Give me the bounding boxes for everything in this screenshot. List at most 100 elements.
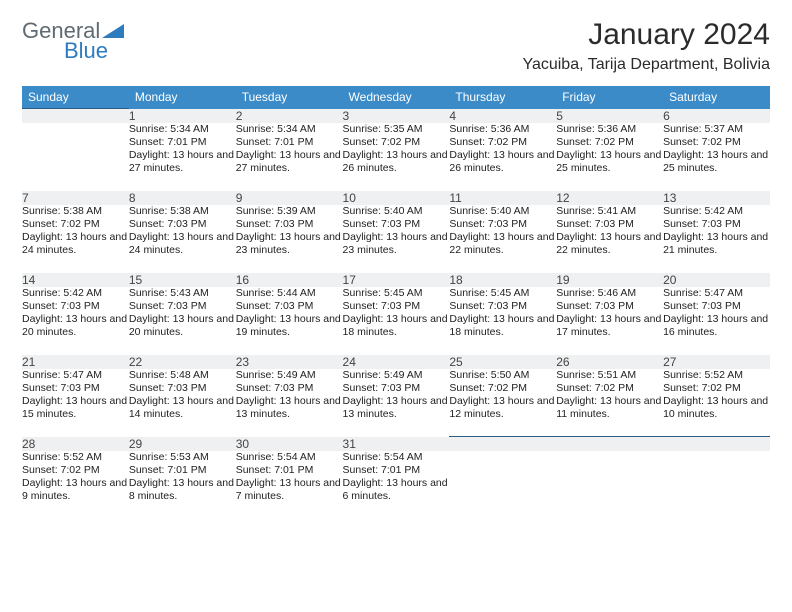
day-cell: Sunrise: 5:54 AMSunset: 7:01 PMDaylight:…: [343, 451, 450, 519]
day-number: [663, 437, 770, 451]
day-cell: [449, 451, 556, 519]
daylight-text: Daylight: 13 hours and 24 minutes.: [22, 231, 129, 257]
month-title: January 2024: [522, 18, 770, 52]
day-number: 22: [129, 355, 236, 369]
sunset-text: Sunset: 7:02 PM: [343, 136, 450, 149]
sunset-text: Sunset: 7:02 PM: [663, 382, 770, 395]
sunrise-text: Sunrise: 5:49 AM: [236, 369, 343, 382]
sunset-text: Sunset: 7:03 PM: [556, 218, 663, 231]
sunrise-text: Sunrise: 5:51 AM: [556, 369, 663, 382]
sunset-text: Sunset: 7:03 PM: [449, 300, 556, 313]
day-cell: Sunrise: 5:45 AMSunset: 7:03 PMDaylight:…: [449, 287, 556, 355]
day-cell: Sunrise: 5:45 AMSunset: 7:03 PMDaylight:…: [343, 287, 450, 355]
sunrise-text: Sunrise: 5:35 AM: [343, 123, 450, 136]
day-body-row: Sunrise: 5:52 AMSunset: 7:02 PMDaylight:…: [22, 451, 770, 519]
daylight-text: Daylight: 13 hours and 10 minutes.: [663, 395, 770, 421]
sunset-text: Sunset: 7:03 PM: [343, 300, 450, 313]
sunset-text: Sunset: 7:03 PM: [22, 300, 129, 313]
sunset-text: Sunset: 7:01 PM: [343, 464, 450, 477]
page-header: General Blue January 2024 Yacuiba, Tarij…: [22, 18, 770, 74]
sunrise-text: Sunrise: 5:49 AM: [343, 369, 450, 382]
day-cell: Sunrise: 5:54 AMSunset: 7:01 PMDaylight:…: [236, 451, 343, 519]
weekday-header: Saturday: [663, 86, 770, 109]
daylight-text: Daylight: 13 hours and 17 minutes.: [556, 313, 663, 339]
day-number: 21: [22, 355, 129, 369]
sunrise-text: Sunrise: 5:41 AM: [556, 205, 663, 218]
sunrise-text: Sunrise: 5:40 AM: [449, 205, 556, 218]
day-cell: Sunrise: 5:34 AMSunset: 7:01 PMDaylight:…: [236, 123, 343, 191]
sunrise-text: Sunrise: 5:39 AM: [236, 205, 343, 218]
sunset-text: Sunset: 7:01 PM: [236, 464, 343, 477]
sunset-text: Sunset: 7:03 PM: [129, 300, 236, 313]
day-cell: Sunrise: 5:47 AMSunset: 7:03 PMDaylight:…: [22, 369, 129, 437]
day-cell: Sunrise: 5:40 AMSunset: 7:03 PMDaylight:…: [449, 205, 556, 273]
sunrise-text: Sunrise: 5:50 AM: [449, 369, 556, 382]
sunrise-text: Sunrise: 5:47 AM: [663, 287, 770, 300]
day-number: 17: [343, 273, 450, 287]
day-number: 3: [343, 109, 450, 123]
sunset-text: Sunset: 7:03 PM: [663, 300, 770, 313]
daylight-text: Daylight: 13 hours and 19 minutes.: [236, 313, 343, 339]
daylight-text: Daylight: 13 hours and 6 minutes.: [343, 477, 450, 503]
weekday-header-row: Sunday Monday Tuesday Wednesday Thursday…: [22, 86, 770, 109]
day-number: 20: [663, 273, 770, 287]
day-number: 26: [556, 355, 663, 369]
sunset-text: Sunset: 7:03 PM: [236, 218, 343, 231]
day-number: 25: [449, 355, 556, 369]
day-number: 23: [236, 355, 343, 369]
day-number: 10: [343, 191, 450, 205]
day-cell: [556, 451, 663, 519]
daylight-text: Daylight: 13 hours and 25 minutes.: [663, 149, 770, 175]
brand-logo: General Blue: [22, 18, 125, 64]
sunrise-text: Sunrise: 5:37 AM: [663, 123, 770, 136]
sunrise-text: Sunrise: 5:40 AM: [343, 205, 450, 218]
day-number: 15: [129, 273, 236, 287]
day-number: 13: [663, 191, 770, 205]
title-block: January 2024 Yacuiba, Tarija Department,…: [522, 18, 770, 74]
day-cell: Sunrise: 5:41 AMSunset: 7:03 PMDaylight:…: [556, 205, 663, 273]
sunset-text: Sunset: 7:03 PM: [343, 382, 450, 395]
sunrise-text: Sunrise: 5:36 AM: [556, 123, 663, 136]
daylight-text: Daylight: 13 hours and 26 minutes.: [449, 149, 556, 175]
sunset-text: Sunset: 7:01 PM: [129, 136, 236, 149]
sunset-text: Sunset: 7:02 PM: [556, 382, 663, 395]
day-cell: Sunrise: 5:49 AMSunset: 7:03 PMDaylight:…: [236, 369, 343, 437]
day-number: 4: [449, 109, 556, 123]
daylight-text: Daylight: 13 hours and 27 minutes.: [129, 149, 236, 175]
daylight-text: Daylight: 13 hours and 20 minutes.: [129, 313, 236, 339]
day-number: 5: [556, 109, 663, 123]
day-cell: Sunrise: 5:47 AMSunset: 7:03 PMDaylight:…: [663, 287, 770, 355]
daynum-row: 14151617181920: [22, 273, 770, 287]
day-number: 30: [236, 437, 343, 451]
daylight-text: Daylight: 13 hours and 23 minutes.: [236, 231, 343, 257]
daynum-row: 78910111213: [22, 191, 770, 205]
daylight-text: Daylight: 13 hours and 22 minutes.: [556, 231, 663, 257]
sunrise-text: Sunrise: 5:45 AM: [343, 287, 450, 300]
calendar-page: General Blue January 2024 Yacuiba, Tarij…: [0, 0, 792, 529]
sunrise-text: Sunrise: 5:52 AM: [663, 369, 770, 382]
weekday-header: Monday: [129, 86, 236, 109]
sunset-text: Sunset: 7:03 PM: [343, 218, 450, 231]
day-number: 19: [556, 273, 663, 287]
day-number: 12: [556, 191, 663, 205]
weekday-header: Thursday: [449, 86, 556, 109]
day-number: 18: [449, 273, 556, 287]
sunset-text: Sunset: 7:03 PM: [22, 382, 129, 395]
sunrise-text: Sunrise: 5:42 AM: [22, 287, 129, 300]
sunset-text: Sunset: 7:03 PM: [556, 300, 663, 313]
daylight-text: Daylight: 13 hours and 21 minutes.: [663, 231, 770, 257]
sunset-text: Sunset: 7:03 PM: [129, 382, 236, 395]
day-body-row: Sunrise: 5:34 AMSunset: 7:01 PMDaylight:…: [22, 123, 770, 191]
daylight-text: Daylight: 13 hours and 9 minutes.: [22, 477, 129, 503]
daylight-text: Daylight: 13 hours and 23 minutes.: [343, 231, 450, 257]
daylight-text: Daylight: 13 hours and 26 minutes.: [343, 149, 450, 175]
daynum-row: 28293031: [22, 437, 770, 451]
sunrise-text: Sunrise: 5:36 AM: [449, 123, 556, 136]
day-cell: Sunrise: 5:40 AMSunset: 7:03 PMDaylight:…: [343, 205, 450, 273]
sunrise-text: Sunrise: 5:45 AM: [449, 287, 556, 300]
day-cell: Sunrise: 5:34 AMSunset: 7:01 PMDaylight:…: [129, 123, 236, 191]
sunrise-text: Sunrise: 5:43 AM: [129, 287, 236, 300]
sunset-text: Sunset: 7:02 PM: [449, 136, 556, 149]
day-cell: Sunrise: 5:38 AMSunset: 7:03 PMDaylight:…: [129, 205, 236, 273]
sunset-text: Sunset: 7:02 PM: [449, 382, 556, 395]
